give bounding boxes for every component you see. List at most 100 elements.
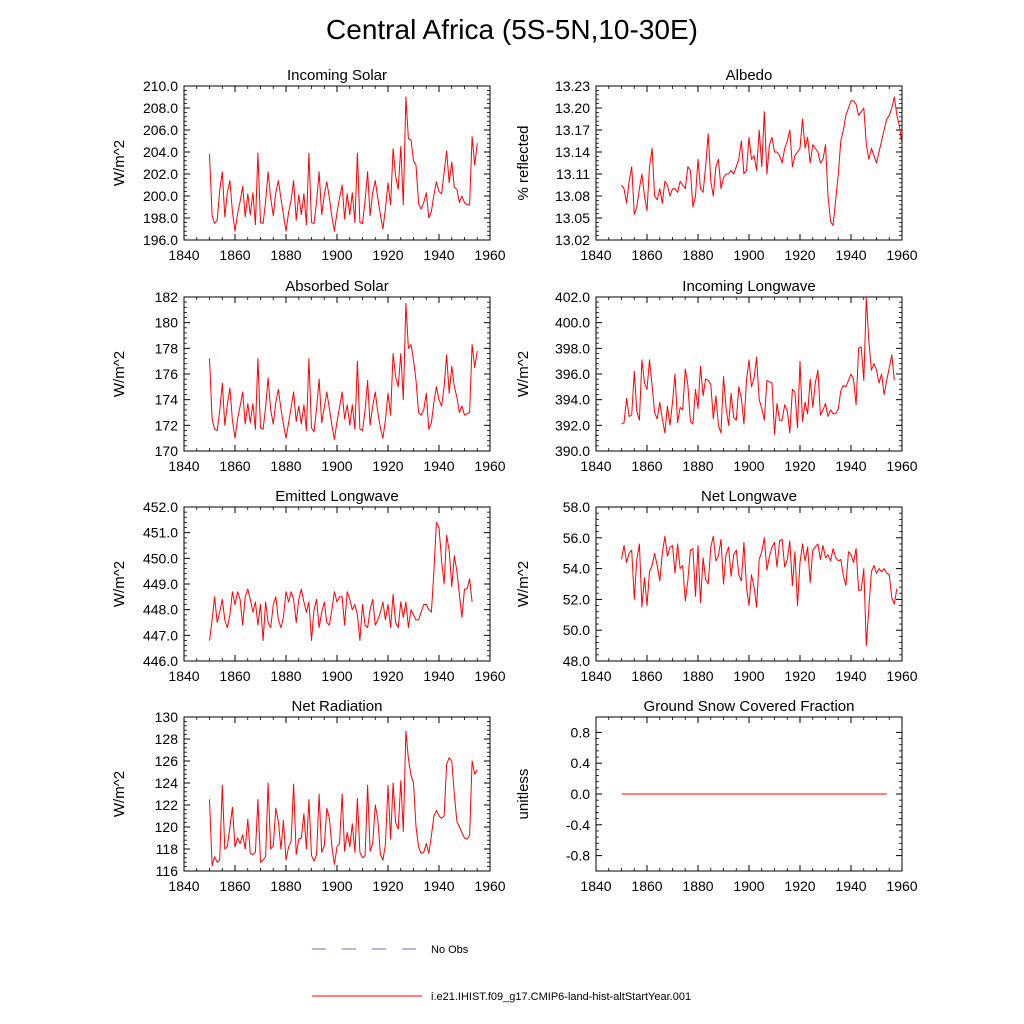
y-tick-label: 130 [155, 709, 179, 725]
y-tick-label: 174 [155, 392, 179, 408]
y-tick-label: 176 [155, 366, 179, 382]
y-tick-label: 182 [155, 289, 179, 305]
panel-title: Incoming Longwave [682, 278, 815, 295]
y-tick-label: -0.4 [566, 817, 590, 833]
series-line [621, 535, 898, 647]
x-tick-label: 1920 [372, 247, 403, 263]
x-tick-label: 1880 [682, 668, 713, 684]
x-tick-label: 1880 [682, 878, 713, 894]
y-tick-label: 13.11 [556, 166, 590, 182]
y-axis-label: W/m^2 [111, 771, 128, 817]
y-tick-label: 392.0 [555, 417, 590, 433]
x-tick-label: 1840 [580, 247, 611, 263]
legend: No Obs i.e21.IHIST.f09_g17.CMIP6-land-hi… [312, 944, 691, 1003]
plot-frame [595, 506, 903, 662]
y-tick-label: 400.0 [555, 315, 590, 331]
y-tick-label: 13.20 [555, 100, 590, 116]
x-tick-label: 1900 [321, 878, 352, 894]
x-tick-label: 1960 [474, 247, 505, 263]
y-tick-label: 0.4 [571, 755, 591, 771]
y-tick-label: 200.0 [143, 188, 178, 204]
x-tick-label: 1840 [168, 458, 199, 474]
y-axis-label: W/m^2 [111, 140, 128, 186]
y-tick-label: 198.0 [143, 210, 178, 226]
x-tick-label: 1880 [270, 668, 301, 684]
x-tick-label: 1840 [580, 878, 611, 894]
y-tick-label: 396.0 [555, 366, 590, 382]
panel-0: Incoming Solar W/m^2 1840 1860 1880 1900 1920 1… [111, 67, 506, 263]
x-tick-label: 1900 [321, 668, 352, 684]
y-tick-label: 50.0 [563, 622, 590, 638]
figure-title: Central Africa (5S-5N,10-30E) [326, 14, 698, 45]
x-tick-label: 1880 [270, 878, 301, 894]
y-axis-label: W/m^2 [111, 561, 128, 607]
y-tick-label: 120 [155, 819, 179, 835]
x-tick-label: 1880 [682, 247, 713, 263]
y-tick-label: 116 [156, 863, 179, 879]
x-tick-label: 1900 [733, 458, 764, 474]
x-tick-label: 1920 [784, 668, 815, 684]
y-tick-label: 450.0 [143, 550, 178, 566]
y-tick-label: 394.0 [555, 392, 590, 408]
y-tick-label: 208.0 [143, 100, 178, 116]
y-tick-label: 180 [155, 315, 179, 331]
x-tick-label: 1860 [631, 458, 662, 474]
x-tick-label: 1860 [219, 247, 250, 263]
x-tick-label: 1940 [423, 247, 454, 263]
legend-obs-label: No Obs [431, 944, 469, 956]
y-axis-label: W/m^2 [111, 351, 128, 397]
series-line [209, 96, 478, 232]
x-tick-label: 1920 [372, 668, 403, 684]
x-tick-label: 1880 [270, 458, 301, 474]
y-axis-label: W/m^2 [515, 561, 532, 607]
y-tick-label: 202.0 [143, 166, 178, 182]
y-axis-label: % reflected [515, 125, 532, 200]
y-tick-label: 58.0 [563, 499, 590, 515]
y-tick-label: 13.02 [555, 232, 590, 248]
y-tick-label: 118 [156, 841, 179, 857]
y-tick-label: 390.0 [555, 443, 590, 459]
x-tick-label: 1840 [168, 668, 199, 684]
x-tick-label: 1920 [372, 458, 403, 474]
x-tick-label: 1960 [474, 878, 505, 894]
plot-frame [595, 296, 903, 452]
y-axis-label: W/m^2 [515, 351, 532, 397]
y-tick-label: 13.14 [555, 144, 590, 160]
legend-model-label: i.e21.IHIST.f09_g17.CMIP6-land-hist-altS… [431, 991, 691, 1003]
x-tick-label: 1900 [321, 247, 352, 263]
y-tick-label: 452.0 [143, 499, 178, 515]
x-tick-label: 1840 [168, 878, 199, 894]
y-tick-label: 0.8 [571, 724, 591, 740]
series-line [621, 297, 895, 435]
panel-2: Absorbed Solar W/m^2 1840 1860 1880 1900 1920 1… [111, 278, 506, 474]
series-line [621, 96, 903, 226]
x-tick-label: 1960 [886, 247, 917, 263]
x-tick-label: 1860 [219, 878, 250, 894]
plot-frame [183, 296, 491, 452]
x-tick-label: 1900 [321, 458, 352, 474]
y-axis-label: unitless [515, 769, 532, 820]
x-tick-label: 1840 [580, 458, 611, 474]
x-tick-label: 1940 [835, 458, 866, 474]
plot-frame [595, 85, 903, 241]
x-tick-label: 1940 [423, 878, 454, 894]
y-tick-label: 451.0 [143, 525, 178, 541]
x-tick-label: 1960 [474, 668, 505, 684]
y-tick-label: 398.0 [555, 340, 590, 356]
panel-5: Net Longwave W/m^2 1840 1860 1880 1900 1920 194… [515, 488, 918, 684]
y-tick-label: 13.23 [555, 78, 590, 94]
series-line [209, 302, 478, 440]
x-tick-label: 1940 [423, 668, 454, 684]
y-tick-label: 196.0 [143, 232, 178, 248]
y-tick-label: 172 [155, 417, 179, 433]
x-tick-label: 1940 [835, 878, 866, 894]
x-tick-label: 1880 [682, 458, 713, 474]
x-tick-label: 1860 [631, 247, 662, 263]
y-tick-label: 124 [155, 775, 179, 791]
panel-7: Ground Snow Covered Fraction unitless 1840… [515, 698, 918, 894]
x-tick-label: 1860 [219, 668, 250, 684]
y-tick-label: 0.0 [571, 786, 591, 802]
y-tick-label: 128 [155, 731, 179, 747]
y-tick-label: 448.0 [143, 602, 178, 618]
